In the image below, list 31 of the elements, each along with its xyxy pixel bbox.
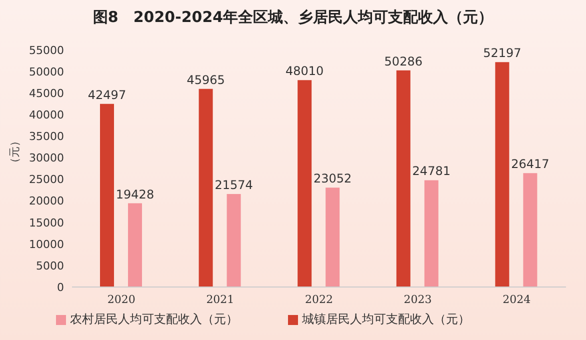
y-tick-label: 40000: [29, 108, 64, 122]
data-label: 21574: [214, 178, 253, 192]
y-tick-label: 5000: [36, 259, 64, 272]
y-tick-label: 10000: [29, 238, 64, 251]
data-label: 26417: [511, 157, 550, 172]
data-label: 48010: [286, 64, 324, 78]
data-label: 52197: [483, 46, 522, 60]
x-tick-label: 2024: [502, 292, 531, 306]
y-tick-label: 0: [57, 280, 64, 294]
data-label: 19428: [116, 187, 154, 202]
x-tick-label: 2021: [206, 292, 234, 306]
y-tick-label: 25000: [29, 173, 64, 186]
y-axis-title: （元）: [8, 136, 21, 168]
legend-label: 农村居民人均可支配收入（元）: [70, 312, 238, 326]
data-label: 23052: [314, 172, 352, 186]
y-tick-label: 35000: [29, 130, 64, 144]
y-tick-label: 50000: [29, 65, 64, 78]
legend-label: 城镇居民人均可支配收入（元）: [302, 312, 470, 326]
data-label: 24781: [412, 164, 450, 178]
y-tick-label: 15000: [29, 216, 64, 230]
data-label: 45965: [186, 72, 225, 87]
data-label: 50286: [384, 54, 422, 68]
y-tick-label: 30000: [29, 152, 64, 165]
x-tick-label: 2022: [305, 292, 333, 306]
y-tick-label: 55000: [29, 44, 64, 57]
chart-title: 图8 2020-2024年全区城、乡居民人均可支配收入（元）: [92, 7, 494, 28]
y-tick-label: 45000: [29, 86, 64, 100]
x-tick-label: 2020: [107, 292, 136, 306]
y-tick-label: 20000: [29, 194, 64, 208]
data-label: 42497: [88, 88, 126, 102]
x-tick-label: 2023: [404, 292, 432, 306]
